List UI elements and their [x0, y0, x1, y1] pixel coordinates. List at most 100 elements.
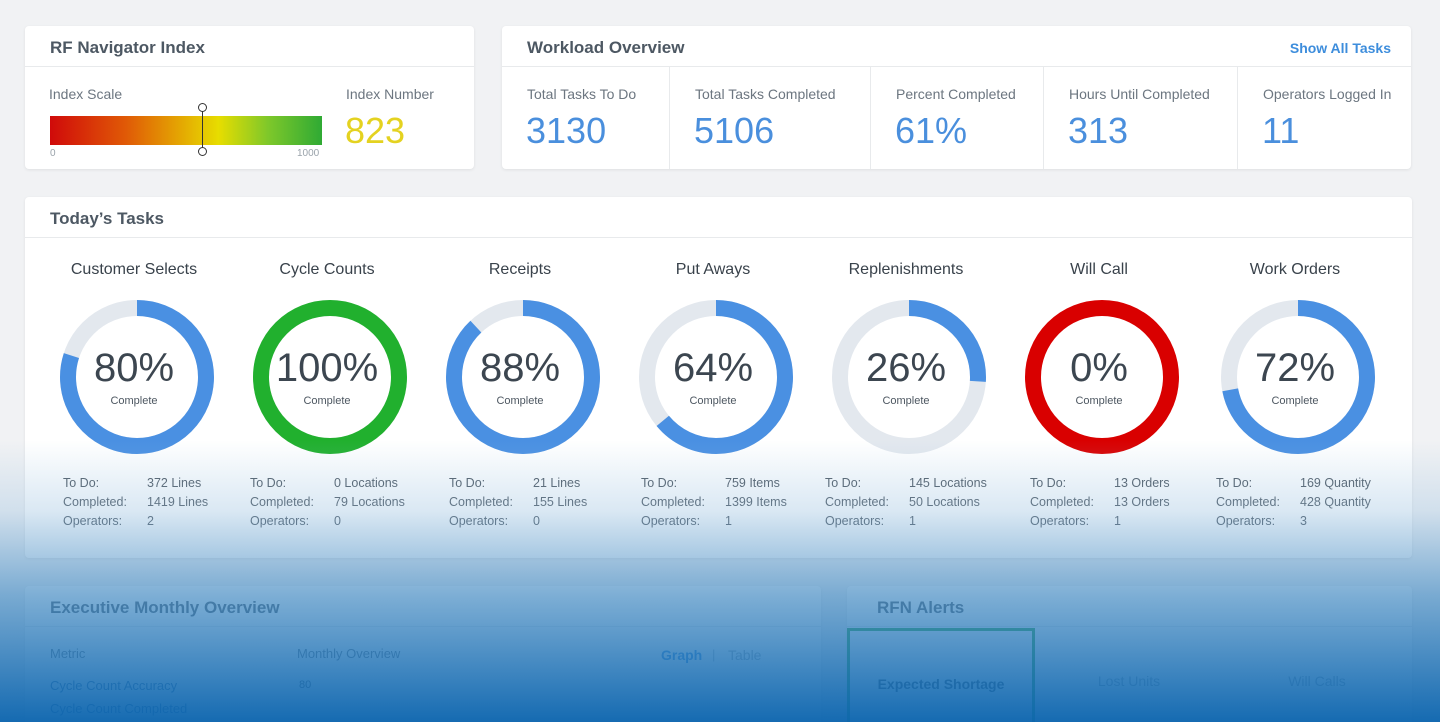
toggle-separator: |: [712, 647, 716, 662]
task-stats: To Do: 372 Lines Completed: 1419 Lines Ope…: [63, 474, 208, 531]
task-stats: To Do: 21 Lines Completed: 155 Lines Opera…: [449, 474, 587, 531]
metric-label: Hours Until Completed: [1069, 86, 1210, 102]
metric-row-name[interactable]: Cycle Count Completed: [50, 701, 188, 716]
operators-value: 3: [1300, 514, 1307, 528]
workload-metric-hours-until: Hours Until Completed 313: [1043, 67, 1237, 169]
metric-value: 3130: [526, 110, 607, 151]
complete-label: Complete: [496, 395, 544, 407]
task-put-aways[interactable]: Put Aways 64% Complete To Do: 759 Items C…: [618, 238, 808, 538]
completed-value: 1399 Items: [725, 495, 787, 509]
task-cycle-counts[interactable]: Cycle Counts 100% Complete To Do: 0 Locat…: [232, 238, 422, 538]
task-name: Will Call: [1070, 261, 1128, 278]
show-all-tasks-link[interactable]: Show All Tasks: [1289, 40, 1391, 56]
task-percent: 88%: [479, 346, 561, 390]
completed-label: Completed:: [1030, 495, 1094, 509]
rfn-alerts-card: RFN Alerts Expected Shortage Lost Units …: [847, 586, 1412, 722]
table-toggle[interactable]: Table: [728, 647, 762, 663]
completed-value: 50 Locations: [909, 495, 980, 509]
metric-label: Operators Logged In: [1263, 86, 1392, 102]
alert-tab-expected-shortage[interactable]: Expected Shortage: [847, 628, 1035, 722]
task-will-call[interactable]: Will Call 0% Complete To Do: 13 Orders Co…: [1004, 238, 1194, 538]
card-divider: [25, 237, 1412, 238]
task-name: Work Orders: [1249, 261, 1341, 278]
executive-monthly-overview-card: Executive Monthly Overview Metric Monthl…: [25, 586, 821, 722]
task-percent: 72%: [1254, 346, 1336, 390]
metric-row-value: 80: [299, 679, 312, 691]
task-replenishments[interactable]: Replenishments 26% Complete To Do: 145 Lo…: [811, 238, 1001, 538]
workload-metric-total-todo: Total Tasks To Do 3130: [502, 67, 669, 169]
index-number-label: Index Number: [346, 86, 434, 102]
graph-toggle[interactable]: Graph: [661, 647, 703, 663]
completed-value: 1419 Lines: [147, 495, 209, 509]
operators-value: 1: [1114, 514, 1121, 528]
executive-title: Executive Monthly Overview: [50, 598, 280, 617]
metric-value: 11: [1262, 110, 1300, 151]
task-name: Receipts: [488, 261, 552, 278]
metric-value: 313: [1068, 110, 1129, 151]
operators-value: 2: [147, 514, 154, 528]
operators-value: 1: [909, 514, 916, 528]
completed-label: Completed:: [641, 495, 705, 509]
complete-label: Complete: [882, 395, 930, 407]
task-percent: 0%: [1070, 346, 1128, 390]
todo-label: To Do:: [1030, 476, 1067, 490]
rf-index-title: RF Navigator Index: [50, 38, 205, 57]
task-name: Customer Selects: [70, 261, 198, 278]
operators-label: Operators:: [250, 514, 310, 528]
todays-tasks-title: Today’s Tasks: [50, 209, 165, 228]
todo-label: To Do:: [250, 476, 287, 490]
completed-value: 13 Orders: [1114, 495, 1170, 509]
workload-metric-total-completed: Total Tasks Completed 5106: [669, 67, 870, 169]
scale-max-label: 1000: [297, 148, 320, 159]
todays-tasks-card: Today’s Tasks Customer Selects 80% Compl…: [25, 197, 1412, 558]
operators-label: Operators:: [1216, 514, 1276, 528]
metric-row-name[interactable]: Cycle Count Accuracy: [50, 678, 178, 693]
todo-label: To Do:: [449, 476, 486, 490]
needle-top-dot: [198, 103, 208, 112]
task-stats: To Do: 169 Quantity Completed: 428 Quantit…: [1216, 474, 1371, 531]
operators-label: Operators:: [449, 514, 509, 528]
completed-value: 79 Locations: [334, 495, 405, 509]
todo-value: 13 Orders: [1114, 476, 1170, 490]
card-divider: [25, 66, 474, 67]
task-name: Replenishments: [848, 261, 964, 278]
alert-tab-will-calls[interactable]: Will Calls: [1288, 673, 1346, 689]
alert-tab-lost-units[interactable]: Lost Units: [1097, 673, 1161, 689]
task-stats: To Do: 145 Locations Completed: 50 Locatio…: [825, 474, 987, 531]
task-receipts[interactable]: Receipts 88% Complete To Do: 21 Lines Com…: [425, 238, 615, 538]
operators-label: Operators:: [825, 514, 885, 528]
metric-label: Total Tasks Completed: [695, 86, 836, 102]
completed-value: 155 Lines: [533, 495, 588, 509]
operators-value: 1: [725, 514, 732, 528]
index-scale-bar: [50, 116, 322, 145]
workload-title: Workload Overview: [527, 38, 685, 57]
scale-min-label: 0: [50, 148, 56, 159]
metric-label: Percent Completed: [896, 86, 1016, 102]
card-divider: [847, 626, 1412, 627]
task-stats: To Do: 13 Orders Completed: 13 Orders Oper…: [1030, 474, 1170, 531]
task-name: Cycle Counts: [279, 261, 375, 278]
todo-value: 372 Lines: [147, 476, 202, 490]
complete-label: Complete: [1075, 395, 1123, 407]
task-percent: 64%: [672, 346, 754, 390]
rfn-alerts-title: RFN Alerts: [877, 598, 965, 617]
rf-navigator-index-card: RF Navigator Index Index Scale Index Num…: [25, 26, 474, 169]
index-number-value: 823: [345, 110, 406, 151]
todo-label: To Do:: [1216, 476, 1253, 490]
completed-label: Completed:: [250, 495, 314, 509]
task-customer-selects[interactable]: Customer Selects 80% Complete To Do: 372 …: [39, 238, 229, 538]
index-scale-label: Index Scale: [49, 86, 123, 102]
card-divider: [25, 626, 821, 627]
completed-label: Completed:: [449, 495, 513, 509]
card-divider: [502, 66, 1411, 67]
task-percent: 100%: [275, 346, 379, 390]
workload-overview-card: Workload Overview Show All Tasks Total T…: [502, 26, 1411, 169]
task-work-orders[interactable]: Work Orders 72% Complete To Do: 169 Quant…: [1200, 238, 1390, 538]
task-percent: 80%: [93, 346, 175, 390]
todo-value: 759 Items: [725, 476, 780, 490]
complete-label: Complete: [689, 395, 737, 407]
completed-value: 428 Quantity: [1300, 495, 1371, 509]
task-stats: To Do: 759 Items Completed: 1399 Items Ope…: [641, 474, 787, 531]
operators-label: Operators:: [63, 514, 123, 528]
todo-label: To Do:: [641, 476, 678, 490]
